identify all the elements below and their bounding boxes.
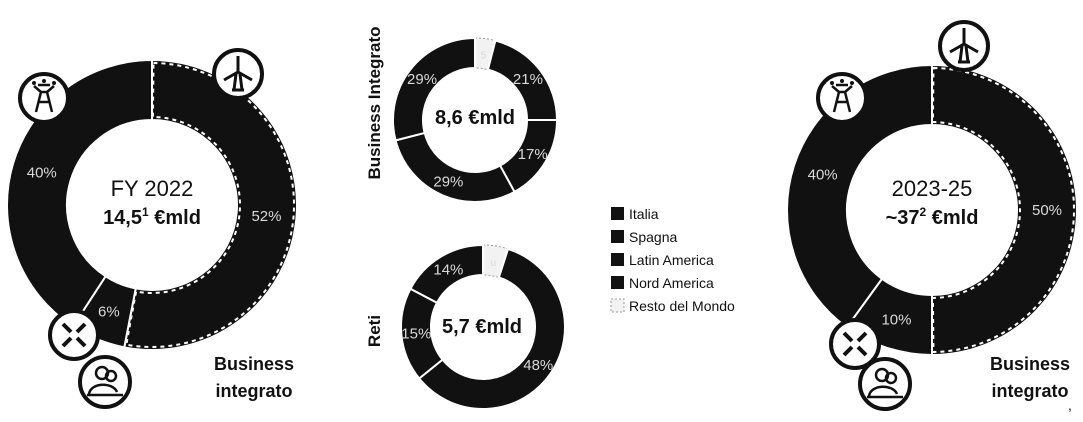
footnote-mark: , xyxy=(1068,397,1072,413)
donut-segment-label: 6% xyxy=(98,304,120,321)
left-side-label-line1: Business xyxy=(214,354,294,374)
left-donut: 52% 6% 40% FY 2022 14,51 €mld Business int… xyxy=(6,48,298,409)
legend-label-latin-america: Latin America xyxy=(629,252,714,268)
legend-item-italia: Italia xyxy=(611,206,659,222)
donut-segment-dashed-outline xyxy=(125,61,295,348)
legend-label-nord-america: Nord America xyxy=(629,275,714,291)
right-donut-amount-main: ~37 xyxy=(886,207,920,229)
donut-segment xyxy=(392,36,476,142)
top-donut-labels: 5 21% 17% 29% 29% xyxy=(407,51,548,191)
customer-icon xyxy=(858,357,912,411)
legend-item-nord-america: Nord America xyxy=(611,275,714,291)
donut-segment xyxy=(417,247,566,410)
top-donut: 5 21% 17% 29% 29% 8,6 €mld Business Integrat… xyxy=(365,26,559,203)
legend-item-latin-america: Latin America xyxy=(611,252,714,268)
network-icon xyxy=(829,318,881,370)
bottom-donut: u 48% 15% 14% 5,7 €mld Reti xyxy=(365,243,566,410)
right-donut-amount: ~372 €mld xyxy=(886,205,979,229)
donut-segment-label: 40% xyxy=(27,164,57,181)
donut-segment-label: u xyxy=(491,258,497,269)
right-donut-amount-sup: 2 xyxy=(920,205,927,219)
legend-swatch-nord-america xyxy=(611,276,624,289)
donut-segment-label: 21% xyxy=(513,71,543,88)
donut-segment-label: 40% xyxy=(808,166,838,183)
network-icon xyxy=(48,309,100,361)
donut-segment-label: 17% xyxy=(518,146,548,163)
donut-segment-label: 10% xyxy=(881,311,911,328)
right-donut-period: 2023-25 xyxy=(892,176,973,201)
donut-segment xyxy=(6,58,153,328)
left-donut-period: FY 2022 xyxy=(111,176,194,201)
right-donut-labels: 50% 10% 40% xyxy=(808,166,1062,328)
customer-icon xyxy=(78,355,132,409)
legend-label-spagna: Spagna xyxy=(629,229,677,245)
energy-tower-icon xyxy=(18,72,70,124)
wind-turbine-icon xyxy=(938,20,990,72)
left-donut-amount-main: 14,5 xyxy=(103,207,142,229)
wind-turbine-icon xyxy=(212,48,264,100)
donut-segment xyxy=(394,131,516,203)
right-donut-segments xyxy=(786,63,1078,357)
legend-label-resto-del-mondo: Resto del Mondo xyxy=(629,298,735,314)
legend-item-spagna: Spagna xyxy=(611,229,677,245)
donut-segment-dashed-outline xyxy=(931,66,1075,354)
right-donut-amount-unit: €mld xyxy=(926,207,978,229)
left-donut-labels: 52% 6% 40% xyxy=(27,164,282,320)
donut-segment-label: 14% xyxy=(433,262,463,279)
bottom-donut-center: 5,7 €mld xyxy=(442,316,522,338)
bottom-donut-labels: u 48% 15% 14% xyxy=(401,258,553,374)
legend-swatch-resto-del-mondo xyxy=(610,298,625,313)
bottom-donut-segments xyxy=(400,243,566,410)
right-donut: 50% 10% 40% 2023-25 ~372 €mld Business int… xyxy=(786,20,1078,411)
donut-segment-label: 29% xyxy=(407,71,437,88)
donut-segment xyxy=(409,243,484,305)
donut-segment-label: 48% xyxy=(523,357,553,374)
right-side-label-line1: Business xyxy=(990,354,1070,374)
right-side-label-line2: integrato xyxy=(991,381,1068,401)
bottom-row-label: Reti xyxy=(365,315,384,347)
left-side-label-line2: integrato xyxy=(215,381,292,401)
donut-segment-label: 50% xyxy=(1032,202,1062,219)
legend-swatch-spagna xyxy=(611,230,624,243)
energy-tower-icon xyxy=(816,72,868,124)
left-donut-amount-sup: 1 xyxy=(142,205,149,219)
donut-segment-label: 15% xyxy=(401,325,431,342)
donut-segment xyxy=(931,63,1078,357)
top-donut-segments xyxy=(392,36,559,203)
donut-segment-label: 5 xyxy=(481,51,487,62)
donut-segment-label: 29% xyxy=(433,173,463,190)
donut-segment xyxy=(482,244,509,279)
top-donut-center: 8,6 €mld xyxy=(435,107,515,129)
left-donut-amount: 14,51 €mld xyxy=(103,205,201,229)
legend-item-resto-del-mondo: Resto del Mondo xyxy=(610,298,735,314)
legend-label-italia: Italia xyxy=(629,206,659,222)
left-donut-amount-unit: €mld xyxy=(149,207,201,229)
legend-swatch-italia xyxy=(611,207,624,220)
top-row-label: Business Integrato xyxy=(365,26,384,179)
donut-segment-label: 52% xyxy=(251,208,281,225)
legend: Italia Spagna Latin America Nord America… xyxy=(610,206,735,314)
donut-segment xyxy=(123,58,298,351)
legend-swatch-latin-america xyxy=(611,253,624,266)
donut-segment xyxy=(474,37,497,71)
donut-segment xyxy=(786,63,933,329)
